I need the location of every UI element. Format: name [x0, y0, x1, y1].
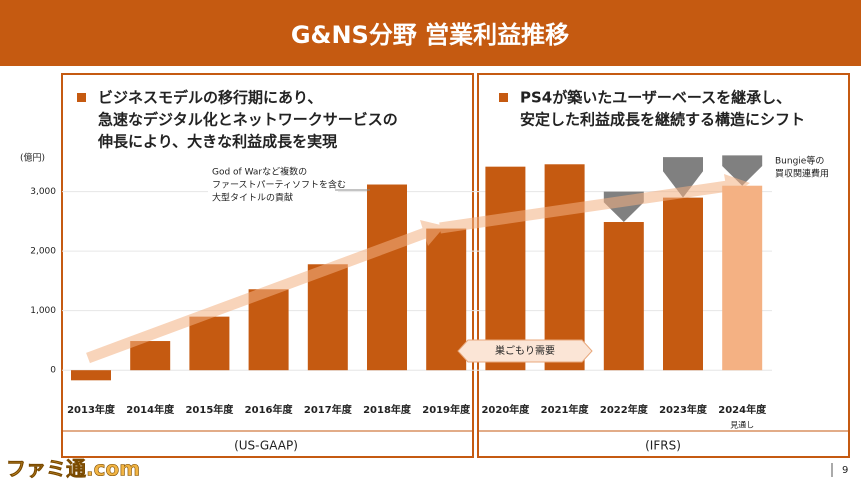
bar: [130, 341, 171, 371]
x-tick-label: 2015年度: [185, 403, 234, 416]
bar: [367, 184, 407, 371]
forecast-label: 見通し: [730, 420, 754, 430]
y-tick-label: 1,000: [30, 306, 56, 316]
bar: [71, 370, 111, 381]
title: G&NS分野 営業利益推移: [291, 21, 569, 49]
section-label: (IFRS): [645, 439, 681, 453]
bullet-marker: [77, 93, 86, 102]
bar: [603, 222, 644, 371]
arrowhead: [724, 174, 750, 198]
bullet-text: ビジネスモデルの移行期にあり、: [98, 89, 322, 107]
page-number: 9: [842, 465, 848, 476]
x-tick-label: 2014年度: [126, 403, 175, 416]
bar: [722, 185, 763, 371]
title-bar: [0, 0, 861, 66]
x-tick-label: 2019年度: [422, 403, 471, 416]
callout-text: ファーストパーティソフトを含む: [212, 179, 346, 191]
trend-arrow: [439, 180, 729, 234]
bullet-text: 伸長により、大きな利益成長を実現: [97, 133, 337, 151]
callout-text: Bungie等の: [775, 155, 824, 167]
bar: [663, 197, 703, 371]
callout-shape: [457, 339, 593, 363]
bar: [307, 264, 348, 371]
trend-arrow: [86, 227, 427, 364]
section-label: (US-GAAP): [234, 439, 298, 453]
bar: [544, 164, 585, 371]
bar: [485, 166, 526, 371]
bullet-text: PS4が築いたユーザーベースを継承し、: [520, 89, 791, 107]
callout-text: 大型タイトルの貢献: [212, 192, 293, 204]
bullet-marker: [499, 93, 508, 102]
callout-text: 買収関連費用: [775, 168, 829, 180]
x-tick-label: 2017年度: [304, 403, 353, 416]
bullet-text: 安定した利益成長を継続する構造にシフト: [520, 111, 805, 129]
x-tick-label: 2022年度: [600, 403, 649, 416]
bar: [189, 316, 230, 371]
right-panel: [477, 73, 850, 458]
callout-text: God of Warなど複数の: [212, 166, 307, 178]
unit-label: (億円): [20, 152, 45, 164]
bar: [426, 228, 467, 371]
x-tick-label: 2020年度: [481, 403, 530, 416]
x-tick-label: 2023年度: [659, 403, 708, 416]
arrowhead: [420, 220, 445, 246]
watermark: ファミ通.com: [6, 457, 140, 481]
bar: [248, 289, 289, 371]
bullet-text: 急速なデジタル化とネットワークサービスの: [98, 111, 398, 129]
plot: 0 1,000 2,000 3,000: [30, 155, 772, 381]
x-tick-label: 2013年度: [67, 403, 116, 416]
y-tick-label: 0: [50, 366, 56, 376]
left-panel: [61, 73, 474, 458]
extra-segment: [722, 155, 763, 186]
x-tick-label: 2024年度: [718, 403, 767, 416]
extra-segment: [663, 157, 703, 198]
y-tick-label: 2,000: [30, 247, 56, 257]
x-tick-label: 2021年度: [541, 403, 590, 416]
trend-arrows: [86, 174, 750, 364]
y-tick-label: 3,000: [30, 187, 56, 197]
callout-box: [208, 163, 338, 207]
x-tick-label: 2016年度: [245, 403, 294, 416]
callout-text: 巣ごもり需要: [495, 344, 555, 357]
x-tick-label: 2018年度: [363, 403, 412, 416]
